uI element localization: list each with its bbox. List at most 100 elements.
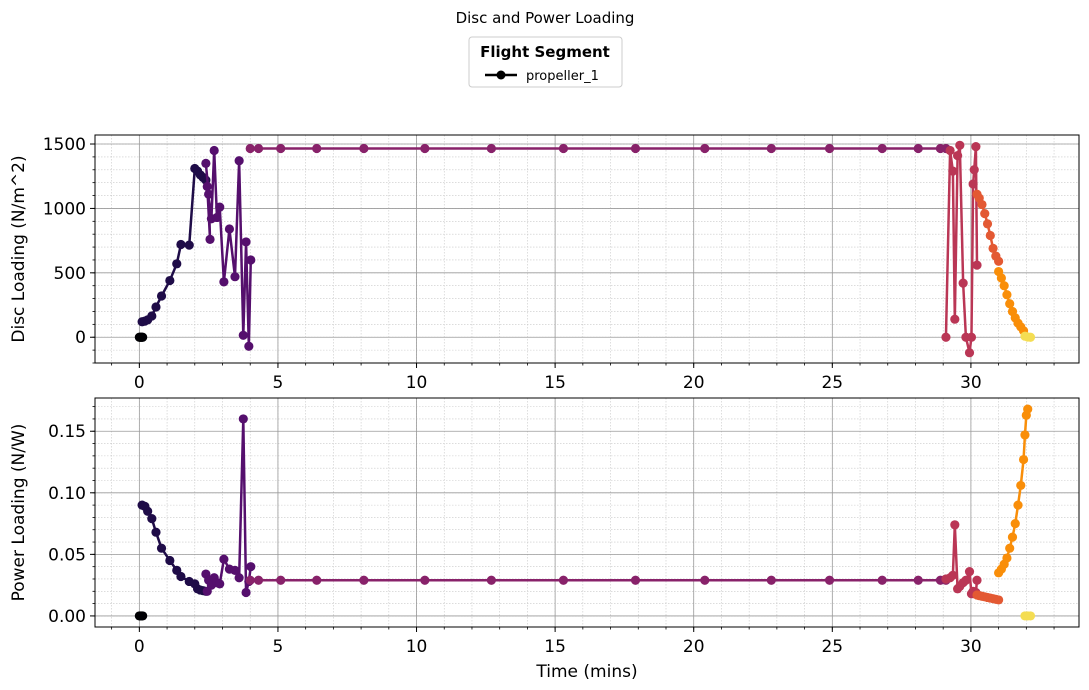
data-point [967,333,976,342]
data-point [994,595,1003,604]
data-point [767,576,776,585]
data-point [176,240,185,249]
data-point [205,235,214,244]
x-tick-label: 30 [960,637,982,657]
data-point [204,190,213,199]
data-point [212,213,221,222]
data-point [977,200,986,209]
data-point [825,576,834,585]
x-tick-label: 25 [821,637,843,657]
y-tick-label: 0.10 [48,484,86,504]
y-tick-label: 0.05 [48,545,86,565]
legend-entry-label: propeller_1 [526,69,599,84]
data-point [215,203,224,212]
x-tick-label: 0 [134,637,145,657]
data-point [244,342,253,351]
data-point [201,159,210,168]
data-point [1026,611,1035,620]
data-point [631,576,640,585]
x-tick-label: 25 [821,373,843,393]
data-point [1020,430,1029,439]
data-point [559,144,568,153]
data-point [235,573,244,582]
data-point [961,576,970,585]
data-point [946,146,955,155]
data-point [983,219,992,228]
data-point [359,144,368,153]
x-axis-label: Time (mins) [535,662,637,682]
data-point [1005,544,1014,553]
data-point [948,571,957,580]
data-point [151,528,160,537]
x-tick-label: 20 [683,373,705,393]
data-point [203,182,212,191]
data-point [986,231,995,240]
data-point [157,544,166,553]
data-point [172,259,181,268]
data-point [246,255,255,264]
legend-title: Flight Segment [480,43,610,61]
data-point [878,576,887,585]
data-point [953,151,962,160]
y-tick-label: 1000 [43,199,86,219]
data-point [246,576,255,585]
x-tick-label: 0 [134,373,145,393]
y-tick-label: 500 [54,264,86,284]
data-point [965,348,974,357]
data-point [1002,290,1011,299]
data-point [230,272,239,281]
data-point [878,144,887,153]
data-point [185,241,194,250]
data-point [700,576,709,585]
data-point [420,576,429,585]
data-point [948,166,957,175]
data-point [487,576,496,585]
data-point [246,562,255,571]
data-point [972,576,981,585]
data-point [965,567,974,576]
data-point [210,146,219,155]
data-point [138,611,147,620]
data-point [420,144,429,153]
data-point [969,179,978,188]
data-point [241,237,250,246]
y-axis-label: Disc Loading (N/m^2) [9,155,29,342]
data-point [165,276,174,285]
data-point [151,302,160,311]
data-point [1016,481,1025,490]
data-point [700,144,709,153]
data-point [241,588,250,597]
data-point [972,261,981,270]
data-point [950,315,959,324]
data-point [1002,553,1011,562]
data-point [971,142,980,151]
y-tick-label: 1500 [43,135,86,155]
data-point [559,576,568,585]
y-tick-label: 0.15 [48,422,86,442]
data-point [176,572,185,581]
y-axis-label: Power Loading (N/W) [9,424,29,602]
data-point [225,224,234,233]
x-tick-label: 10 [406,637,428,657]
data-point [235,156,244,165]
x-tick-label: 5 [273,373,284,393]
y-tick-label: 0 [75,328,86,348]
data-point [147,514,156,523]
data-point [980,209,989,218]
data-point [631,144,640,153]
data-point [239,414,248,423]
figure-title: Disc and Power Loading [456,9,635,27]
data-point [959,279,968,288]
data-point [767,144,776,153]
x-tick-label: 5 [273,637,284,657]
data-point [276,576,285,585]
data-point [941,333,950,342]
data-point [312,576,321,585]
data-point [246,144,255,153]
data-point [950,520,959,529]
data-point [239,331,248,340]
data-point [1023,404,1032,413]
data-point [1000,281,1009,290]
data-point [970,165,979,174]
